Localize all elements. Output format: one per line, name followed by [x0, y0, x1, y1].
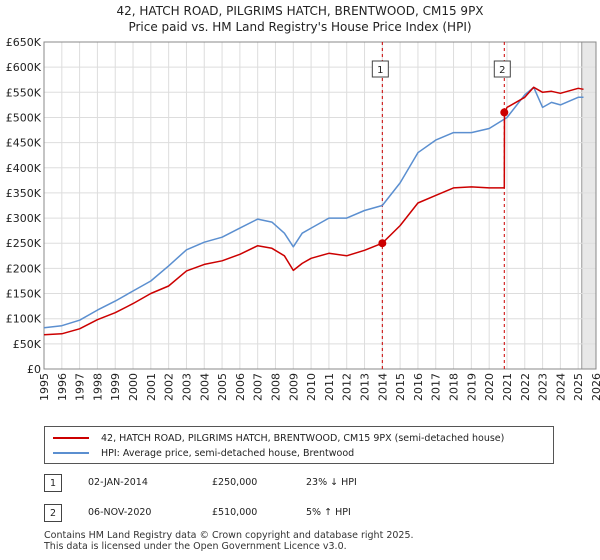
x-tick-label: 1998	[91, 373, 104, 401]
annotation-badge	[371, 60, 389, 78]
x-tick-label: 2004	[198, 373, 211, 401]
x-tick-label: 2012	[341, 373, 354, 401]
transaction-row: 2 06-NOV-2020 £510,000 5% ↑ HPI	[44, 504, 524, 524]
transaction-date: 06-NOV-2020	[88, 507, 152, 518]
x-tick-label: 2003	[180, 373, 193, 401]
x-tick-label: 2009	[287, 373, 300, 401]
annotation-badge	[493, 60, 511, 78]
transaction-number-badge: 2	[44, 504, 62, 522]
x-tick-label: 2005	[216, 373, 229, 401]
x-tick-label: 2024	[554, 373, 567, 401]
x-tick-label: 1999	[109, 373, 122, 401]
series-line-property	[43, 86, 584, 336]
x-tick-label: 2008	[269, 373, 282, 401]
chart-title-address: 42, HATCH ROAD, PILGRIMS HATCH, BRENTWOO…	[116, 4, 484, 18]
y-tick-label: £300K	[6, 212, 42, 225]
x-tick-label: 2015	[394, 373, 407, 401]
y-tick-label: £400K	[6, 162, 42, 175]
x-tick-label: 2017	[430, 373, 443, 401]
y-tick-label: £150K	[6, 288, 42, 301]
x-tick-label: 2002	[163, 373, 176, 401]
y-tick-label: £650K	[6, 36, 42, 49]
x-tick-label: 1995	[38, 373, 51, 401]
y-tick-label: £450K	[6, 137, 42, 150]
x-tick-label: 2026	[590, 373, 600, 401]
price-chart: £0 £50K £100K £150K £200K £250K £300K £350K £400…	[6, 36, 600, 401]
legend-label-property: 42, HATCH ROAD, PILGRIMS HATCH, BRENTWOO…	[101, 432, 505, 444]
x-tick-label: 2010	[305, 373, 318, 401]
y-tick-label: £250K	[6, 237, 42, 250]
future-period-shade	[581, 42, 596, 369]
x-tick-label: 2021	[501, 373, 514, 401]
legend-swatch-property	[53, 437, 89, 439]
x-tick-label: 2013	[359, 373, 372, 401]
x-tick-label: 2007	[252, 373, 265, 401]
x-tick-label: 2018	[448, 373, 461, 401]
annotation-badge-label: 1	[377, 65, 383, 76]
x-tick-label: 2014	[376, 373, 389, 401]
x-tick-label: 2020	[483, 373, 496, 401]
x-tick-label: 2000	[127, 373, 140, 401]
chart-title-subtitle: Price paid vs. HM Land Registry's House …	[128, 20, 472, 34]
x-tick-label: 2011	[323, 373, 336, 401]
legend-item-hpi: HPI: Average price, semi-detached house,…	[53, 446, 354, 460]
x-tick-label: 2025	[572, 373, 585, 401]
sale-point-marker	[500, 108, 509, 117]
x-tick-label: 2016	[412, 373, 425, 401]
transaction-price: £250,000	[212, 477, 258, 488]
y-tick-label: £550K	[6, 86, 42, 99]
legend-swatch-hpi	[53, 452, 89, 454]
y-tick-label: £100K	[6, 313, 42, 326]
x-tick-label: 1996	[56, 373, 69, 401]
footer-line-copyright: Contains HM Land Registry data © Crown c…	[44, 530, 414, 541]
transaction-number-badge: 1	[44, 474, 62, 492]
y-tick-label: £0	[27, 363, 41, 376]
x-tick-label: 2001	[145, 373, 158, 401]
transaction-hpi-diff: 5% ↑ HPI	[306, 507, 351, 518]
footer-attribution: Contains HM Land Registry data © Crown c…	[44, 530, 414, 552]
plot-area	[44, 42, 596, 369]
legend-item-property: 42, HATCH ROAD, PILGRIMS HATCH, BRENTWOO…	[53, 431, 504, 445]
x-tick-label: 1997	[74, 373, 87, 401]
x-tick-label: 2019	[465, 373, 478, 401]
transaction-row: 1 02-JAN-2014 £250,000 23% ↓ HPI	[44, 474, 524, 494]
transaction-date: 02-JAN-2014	[88, 477, 148, 488]
series-line-hpi	[43, 86, 584, 329]
y-tick-label: £350K	[6, 187, 42, 200]
y-tick-label: £500K	[6, 111, 42, 124]
y-tick-label: £600K	[6, 61, 42, 74]
y-tick-label: £200K	[6, 262, 42, 275]
transaction-price: £510,000	[212, 507, 258, 518]
sale-point-marker	[378, 239, 387, 248]
transaction-hpi-diff: 23% ↓ HPI	[306, 477, 357, 488]
x-tick-label: 2022	[519, 373, 532, 401]
plot-border	[43, 41, 597, 370]
x-tick-label: 2023	[537, 373, 550, 401]
x-tick-label: 2006	[234, 373, 247, 401]
chart-legend: 42, HATCH ROAD, PILGRIMS HATCH, BRENTWOO…	[44, 426, 554, 464]
legend-label-hpi: HPI: Average price, semi-detached house,…	[101, 447, 355, 459]
y-tick-label: £50K	[13, 338, 42, 351]
footer-line-licence: This data is licensed under the Open Gov…	[44, 541, 347, 552]
annotation-badge-label: 2	[499, 65, 505, 76]
